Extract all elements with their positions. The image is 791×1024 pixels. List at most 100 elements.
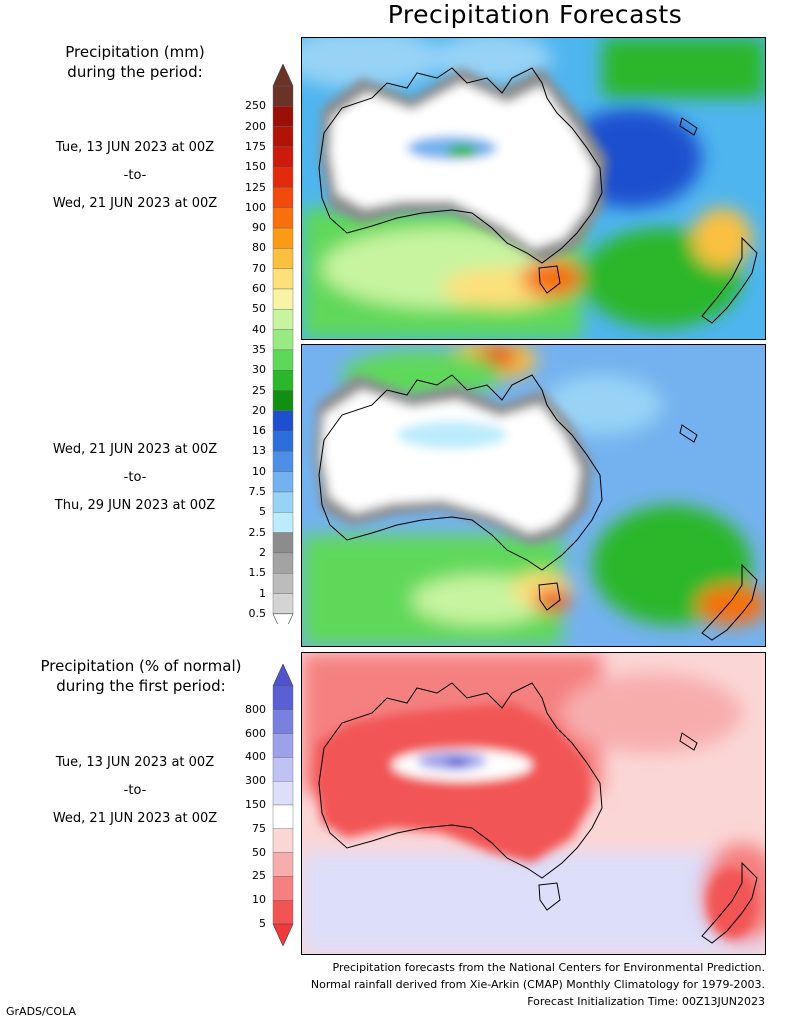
pct_legend-tick-label: 50 [252, 845, 266, 859]
period-3-to: Wed, 21 JUN 2023 at 00Z [52, 811, 218, 826]
mm_legend-tick-label: 13 [252, 444, 266, 458]
mm_legend-bin [272, 430, 294, 452]
pct_legend-bin [272, 685, 294, 710]
mm_legend-tick-label: 100 [245, 200, 266, 214]
period-2-from: Wed, 21 JUN 2023 at 00Z [52, 442, 218, 457]
pct_legend-bin [272, 804, 294, 829]
period-2-dates: Wed, 21 JUN 2023 at 00Z -to- Thu, 29 JUN… [20, 436, 250, 520]
mm_legend-tick-label: 200 [245, 119, 266, 133]
period-1-sep: -to- [123, 168, 147, 183]
mm_legend-tick-label: 80 [252, 241, 266, 255]
period-1-dates: Tue, 13 JUN 2023 at 00Z -to- Wed, 21 JUN… [20, 134, 250, 218]
mm_legend-tick-label: 16 [252, 424, 266, 438]
pct_legend-tick-label: 600 [245, 726, 266, 740]
mm_legend-tick-label: 30 [252, 363, 266, 377]
mm_legend-tick-label: 35 [252, 342, 266, 356]
mm_legend-bin [272, 227, 294, 249]
pct_legend-bin [272, 899, 294, 925]
pct_legend-bin [272, 733, 294, 758]
mm_legend-bin [272, 491, 294, 513]
pct_legend-tick-label: 75 [252, 821, 266, 835]
mm_legend-bin [272, 451, 294, 472]
pct_legend-tick-label: 10 [252, 893, 266, 907]
mm_legend-bin [272, 512, 294, 533]
mm_legend-bin [272, 370, 294, 391]
period-2-to: Thu, 29 JUN 2023 at 00Z [54, 498, 216, 513]
mm_legend-tick-label: 1 [259, 586, 266, 600]
mm_legend-tick-label: 2 [259, 545, 266, 559]
mm_legend-tick-label: 2.5 [248, 525, 267, 539]
mm_legend-tick-label: 60 [252, 282, 266, 295]
pct_legend-tick-label: 300 [245, 774, 266, 788]
mm-colorbar [272, 64, 294, 624]
pct-legend-heading-line2: during the first period: [56, 677, 226, 695]
pct_legend-bin [272, 757, 294, 782]
pct_legend-top-arrow [272, 664, 294, 687]
mm_legend-tick-label: 150 [245, 160, 266, 174]
mm_legend-tick-label: 90 [252, 221, 266, 235]
page-title: Precipitation Forecasts [387, 0, 683, 29]
footnote-source: Precipitation forecasts from the Nationa… [332, 961, 766, 974]
mm_legend-tick-label: 25 [252, 383, 266, 397]
period-3-dates: Tue, 13 JUN 2023 at 00Z -to- Wed, 21 JUN… [20, 749, 250, 833]
mm_legend-bin [272, 390, 294, 411]
mm_legend-bottom-arrow [272, 613, 294, 624]
period-1-from: Tue, 13 JUN 2023 at 00Z [55, 140, 215, 155]
pct_legend-bin [272, 852, 294, 877]
mm_legend-bin [272, 207, 294, 229]
pct-legend-heading-line1: Precipitation (% of normal) [40, 657, 242, 675]
mm_legend-bin [272, 309, 294, 330]
mm_legend-tick-label: 40 [252, 322, 266, 336]
mm_legend-top-arrow [272, 64, 294, 87]
pct_legend-bottom-arrow [272, 923, 294, 946]
mm-legend-heading-line1: Precipitation (mm) [65, 43, 205, 61]
mm_legend-bin [272, 288, 294, 310]
mm_legend-tick-label: 7.5 [248, 485, 267, 498]
footnote-climatology: Normal rainfall derived from Xie-Arkin (… [310, 978, 765, 991]
map-period-2 [301, 344, 766, 647]
mm_legend-tick-label: 70 [252, 261, 266, 275]
mm_legend-bin [272, 410, 294, 432]
mm_legend-bin [272, 593, 294, 614]
pct-legend-heading: Precipitation (% of normal) during the f… [0, 656, 282, 696]
mm_legend-bin [272, 85, 294, 107]
mm_legend-bin [272, 329, 294, 351]
mm_legend-tick-label: 175 [245, 139, 266, 153]
period-3-from: Tue, 13 JUN 2023 at 00Z [55, 755, 215, 770]
mm_legend-bin [272, 126, 294, 148]
period-2-sep: -to- [123, 470, 147, 485]
period-1-to: Wed, 21 JUN 2023 at 00Z [52, 196, 218, 211]
mm_legend-bin [272, 248, 294, 269]
mm_legend-bin [272, 106, 294, 127]
mm_legend-tick-label: 250 [245, 99, 266, 113]
mm_legend-tick-label: 0.5 [248, 606, 267, 620]
mm_legend-bin [272, 187, 294, 208]
pct_legend-tick-label: 5 [259, 917, 266, 930]
mm_legend-tick-label: 5 [259, 505, 266, 519]
mm_legend-bin [272, 146, 294, 168]
mm_legend-tick-label: 1.5 [248, 566, 267, 580]
pct_legend-tick-label: 400 [245, 750, 266, 764]
pct_legend-bin [272, 876, 294, 901]
pct_legend-tick-label: 150 [245, 798, 266, 811]
grads-credit: GrADS/COLA [6, 1005, 76, 1018]
mm_legend-bin [272, 166, 294, 188]
mm_legend-bin [272, 471, 294, 493]
period-3-sep: -to- [123, 783, 147, 798]
mm_legend-bin [272, 573, 294, 594]
mm_legend-bin [272, 349, 294, 371]
pct_legend-tick-label: 800 [245, 702, 266, 716]
mm-legend-heading-line2: during the period: [67, 63, 203, 81]
map-percent-of-normal [301, 652, 766, 955]
mm_legend-bin [272, 532, 294, 554]
map-period-1 [301, 37, 766, 340]
pct_legend-bin [272, 780, 294, 806]
footnote-init-time: Forecast Initialization Time: 00Z13JUN20… [527, 995, 765, 1008]
mm_legend-tick-label: 10 [252, 464, 266, 478]
mm_legend-bin [272, 552, 294, 574]
mm_legend-tick-label: 50 [252, 302, 266, 316]
pct_legend-bin [272, 709, 294, 734]
mm_legend-bin [272, 268, 294, 290]
mm-legend-heading: Precipitation (mm) during the period: [20, 42, 250, 82]
pct_legend-bin [272, 828, 294, 853]
